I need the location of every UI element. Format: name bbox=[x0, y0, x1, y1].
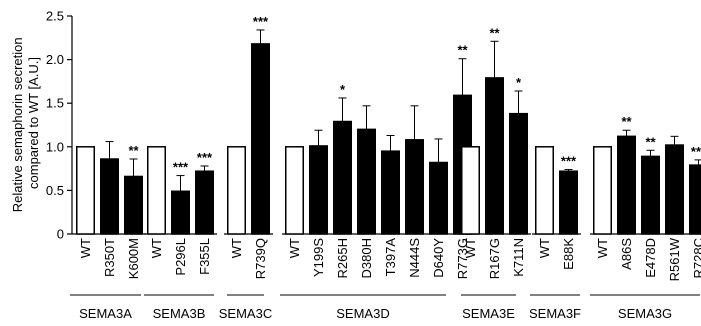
mutant-bar bbox=[251, 43, 270, 235]
x-tick-label: WT bbox=[463, 238, 478, 258]
significance-marker: *** bbox=[691, 144, 701, 159]
y-tick-label: 0.5 bbox=[46, 183, 64, 198]
x-tick-label: WT bbox=[537, 238, 552, 258]
mutant-bar bbox=[559, 170, 578, 235]
x-tick-label: K600M bbox=[126, 238, 141, 279]
y-tick-label: 2.5 bbox=[46, 9, 64, 24]
group-label: SEMA3C bbox=[219, 306, 272, 321]
x-tick-label: R561W bbox=[667, 237, 682, 281]
y-tick-label: 1.0 bbox=[46, 139, 64, 154]
y-axis-label: Relative semaphorin secretion compared t… bbox=[10, 34, 41, 213]
group-label: SEMA3F bbox=[529, 306, 581, 321]
wt-bar bbox=[535, 146, 554, 235]
x-tick-label: R728C bbox=[691, 238, 701, 278]
mutant-bar bbox=[195, 170, 214, 235]
y-tick-label: 2.0 bbox=[46, 52, 64, 67]
significance-marker: *** bbox=[173, 160, 189, 175]
x-tick-label: R167G bbox=[487, 238, 502, 279]
significance-marker: * bbox=[516, 75, 522, 90]
y-axis-label-line-1: Relative semaphorin secretion bbox=[10, 37, 25, 212]
mutant-bar bbox=[405, 139, 424, 235]
wt-bar bbox=[147, 146, 166, 235]
x-tick-label: R773G bbox=[455, 238, 470, 279]
significance-marker: *** bbox=[561, 153, 577, 168]
x-tick-label: R350T bbox=[102, 238, 117, 277]
wt-bar bbox=[227, 146, 246, 235]
mutant-bar bbox=[171, 190, 190, 235]
group-label: SEMA3G bbox=[618, 306, 672, 321]
group-labels: SEMA3A SEMA3B SEMA3C SEMA3D SEMA3E SEMA3F SEMA… bbox=[70, 294, 700, 321]
x-tick-label: A86S bbox=[619, 238, 634, 270]
mutant-bar bbox=[357, 128, 376, 235]
wt-bar bbox=[461, 146, 480, 235]
y-axis: 0 0.5 1.0 1.5 2.0 2.5 bbox=[46, 9, 73, 242]
mutant-bar bbox=[617, 135, 636, 235]
x-tick-label: E88K bbox=[561, 238, 576, 270]
group-label: SEMA3E bbox=[462, 306, 515, 321]
mutant-bar bbox=[333, 120, 352, 235]
significance-marker: *** bbox=[253, 14, 269, 29]
significance-marker: *** bbox=[197, 150, 213, 165]
significance-marker: ** bbox=[457, 43, 468, 58]
bars-layer: *************************** bbox=[72, 14, 701, 235]
x-tick-label: WT bbox=[149, 238, 164, 258]
x-tick-label: R739Q bbox=[253, 238, 268, 279]
x-tick-label: T397A bbox=[383, 238, 398, 277]
x-tick-label: WT bbox=[78, 238, 93, 258]
significance-marker: ** bbox=[489, 25, 500, 40]
mutant-bar bbox=[689, 164, 701, 235]
mutant-bar bbox=[124, 175, 143, 235]
mutant-bar bbox=[309, 145, 328, 235]
mutant-bar bbox=[485, 77, 504, 235]
wt-bar bbox=[285, 146, 304, 235]
mutant-bar bbox=[429, 161, 448, 235]
x-tick-label: K711N bbox=[511, 238, 526, 277]
wt-bar bbox=[76, 146, 95, 235]
mutant-bar bbox=[100, 158, 119, 235]
x-tick-label: F355L bbox=[197, 238, 212, 275]
significance-marker: * bbox=[340, 82, 346, 97]
x-tick-label: Y199S bbox=[311, 238, 326, 277]
x-tick-label: R265H bbox=[335, 238, 350, 278]
y-axis-label-line-2: compared to WT [A.U.] bbox=[26, 57, 41, 189]
y-tick-label: 0 bbox=[57, 227, 64, 242]
group-label: SEMA3B bbox=[153, 306, 206, 321]
x-tick-label: D640Y bbox=[431, 238, 446, 278]
significance-marker: ** bbox=[645, 134, 656, 149]
x-tick-label: WT bbox=[287, 238, 302, 258]
mutant-bar bbox=[381, 150, 400, 235]
mutant-bar bbox=[665, 144, 684, 235]
wt-bar bbox=[593, 146, 612, 235]
x-tick-label: D380H bbox=[359, 238, 374, 278]
group-label: SEMA3A bbox=[79, 306, 132, 321]
significance-marker: ** bbox=[621, 114, 632, 129]
mutant-bar bbox=[641, 155, 660, 235]
x-tick-label: E478D bbox=[643, 238, 658, 278]
x-tick-label: WT bbox=[229, 238, 244, 258]
x-tick-label: WT bbox=[595, 238, 610, 258]
x-tick-label: N444S bbox=[407, 238, 422, 278]
mutant-bar bbox=[509, 112, 528, 235]
x-tick-label: P296L bbox=[173, 238, 188, 276]
x-tick-labels: WT R350T K600M WT P296L F355L WT R739Q WT Y199S R2… bbox=[78, 237, 701, 281]
significance-marker: ** bbox=[128, 143, 139, 158]
y-tick-label: 1.5 bbox=[46, 96, 64, 111]
group-label: SEMA3D bbox=[336, 306, 389, 321]
